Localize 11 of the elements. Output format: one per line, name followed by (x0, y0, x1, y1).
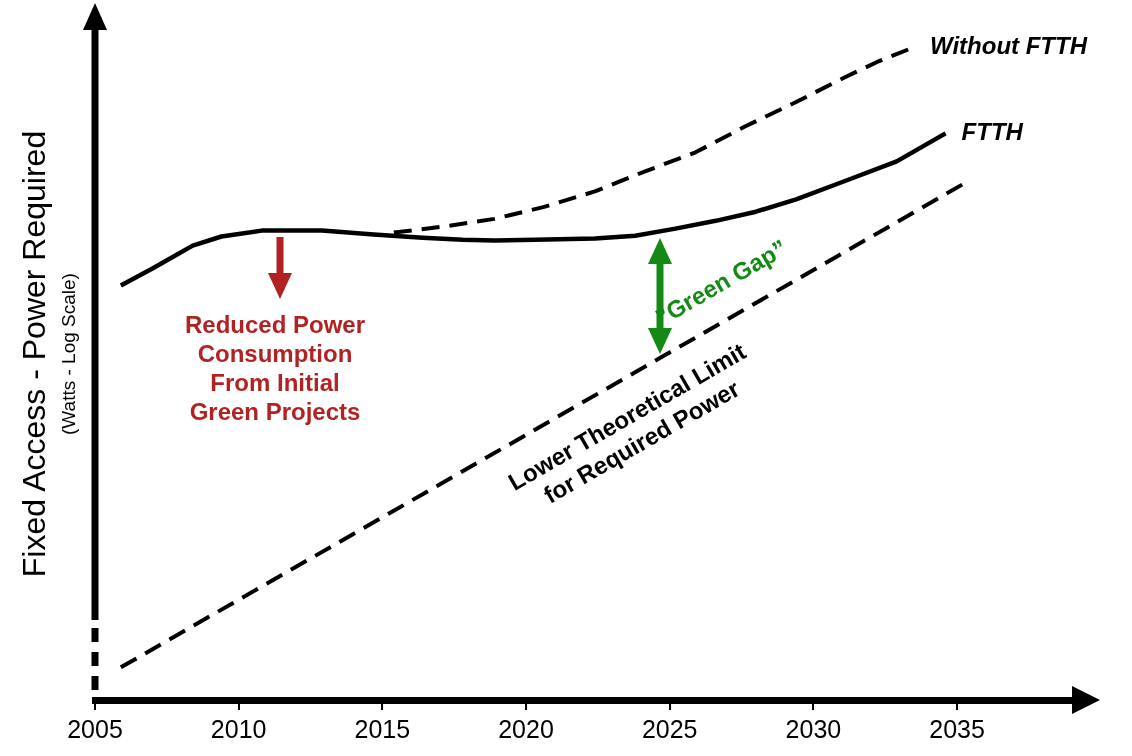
x-tick-label: 2030 (785, 714, 842, 743)
y-axis-title: Fixed Access - Power Required (Watts - Log Scale) (15, 130, 80, 578)
x-tick-label: 2035 (929, 714, 985, 743)
x-tick-label: 2020 (498, 714, 554, 743)
x-tick-label: 2025 (641, 714, 698, 743)
x-tick-label: 2015 (354, 714, 411, 743)
series-label: FTTH (961, 117, 1024, 145)
series-label: Without FTTH (929, 31, 1088, 59)
x-tick-label: 2010 (210, 714, 267, 743)
x-tick-label: 2005 (67, 714, 123, 743)
annotation: Reduced Power Consumption From Initial Green Projects (184, 310, 366, 425)
